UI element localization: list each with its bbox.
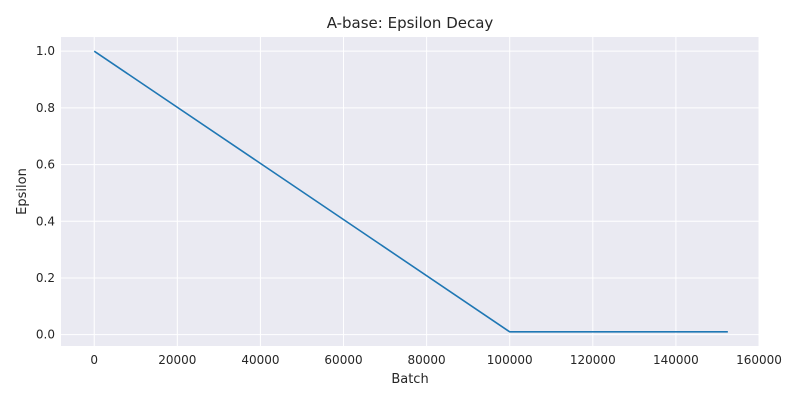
y-tick-label: 0.2 — [36, 271, 55, 285]
series-line — [93, 50, 728, 333]
x-tick-label: 20000 — [158, 353, 196, 367]
x-tick-label: 140000 — [653, 353, 699, 367]
x-tick-label: 40000 — [241, 353, 279, 367]
y-tick-label: 0.0 — [36, 328, 55, 342]
x-tick-label: 100000 — [487, 353, 533, 367]
x-axis-label: Batch — [391, 372, 428, 387]
y-tick-label: 1.0 — [36, 44, 55, 58]
grid-lines — [61, 37, 760, 346]
x-tick-label: 60000 — [324, 353, 362, 367]
series-layer — [93, 50, 728, 333]
y-axis-label: Epsilon — [15, 168, 30, 215]
y-tick-label: 0.8 — [36, 101, 55, 115]
x-tick-label: 160000 — [736, 353, 782, 367]
plot-area — [61, 37, 759, 346]
tick-labels: 0 20000 40000 60000 80000 100000 120000 140000 1… — [36, 44, 782, 367]
x-tick-label: 120000 — [570, 353, 616, 367]
x-tick-label: 0 — [90, 353, 98, 367]
x-tick-label: 80000 — [408, 353, 446, 367]
y-tick-label: 0.6 — [36, 158, 55, 172]
y-tick-label: 0.4 — [36, 214, 55, 228]
chart-title: A-base: Epsilon Decay — [327, 14, 494, 32]
